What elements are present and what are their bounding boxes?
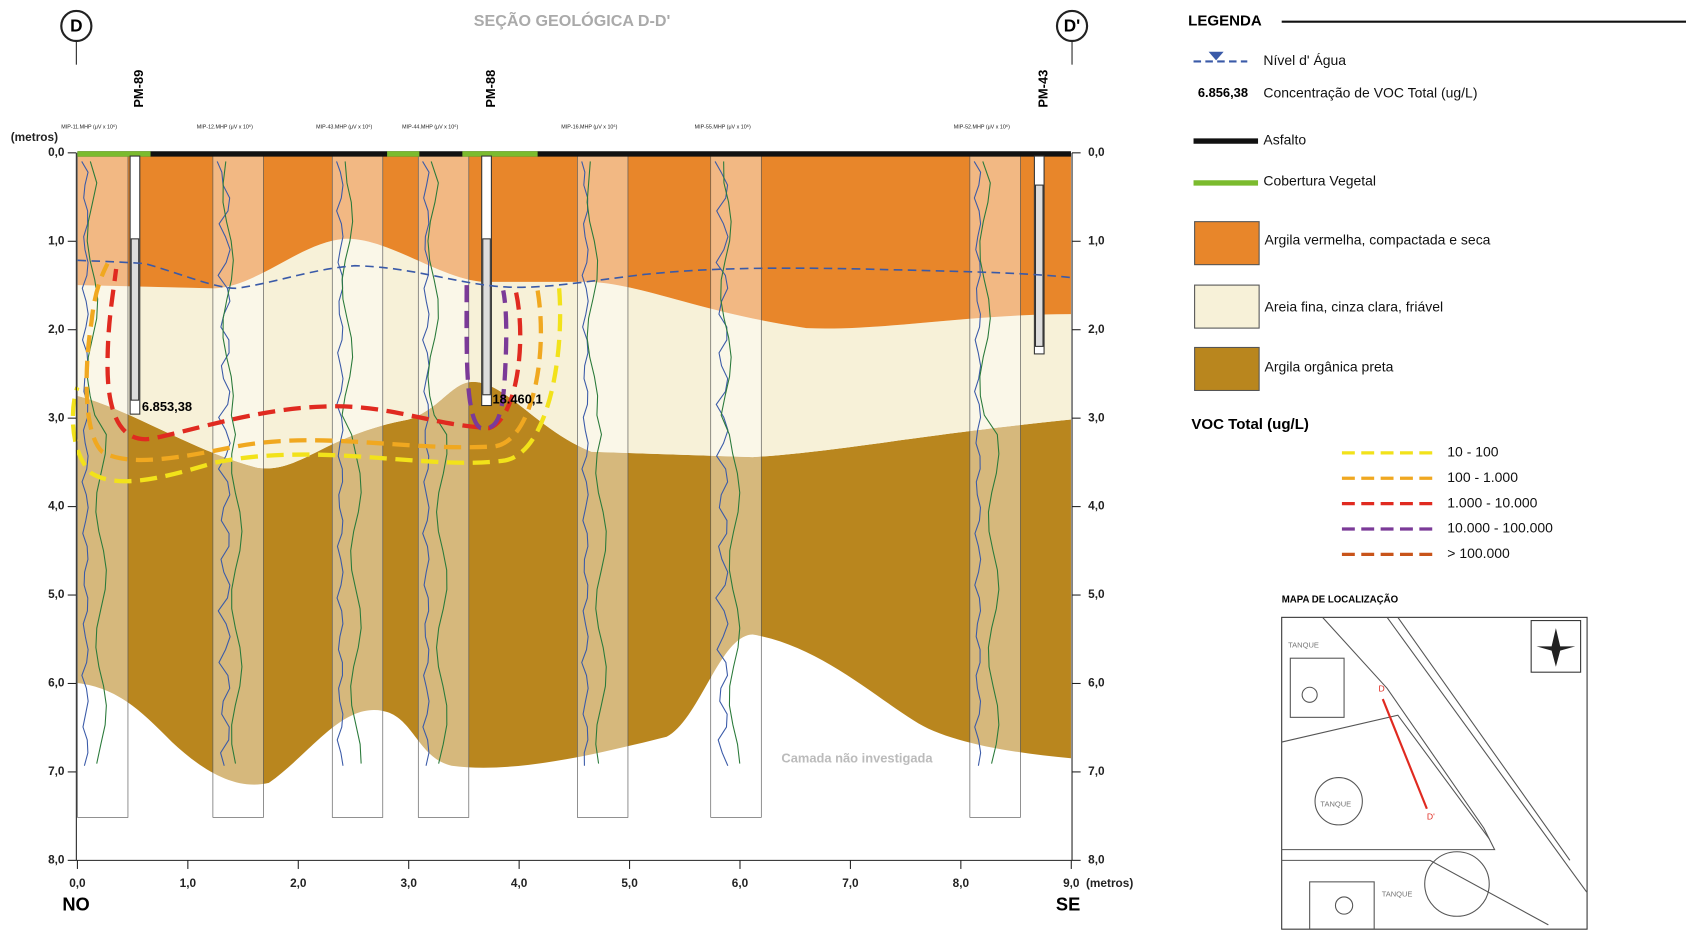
legend-title: LEGENDA [1188, 13, 1262, 30]
depth-tick-label: 0,0 [48, 145, 65, 159]
mip-label: MIP-43.MHP (μV x 10⁶) [316, 124, 372, 130]
distance-tick-label: 3,0 [400, 876, 417, 890]
distance-tick-label: 5,0 [621, 876, 638, 890]
depth-tick-label: 6,0 [1088, 676, 1105, 690]
depth-tick-label: 1,0 [1088, 233, 1105, 247]
mip-label: MIP-44.MHP (μV x 10⁶) [402, 124, 458, 130]
depth-tick-label: 6,0 [48, 676, 65, 690]
mip-label: MIP-11.MHP (μV x 10⁶) [61, 124, 117, 130]
concentration: 18.460,1 [492, 392, 542, 407]
depth-tick-label: 5,0 [1088, 587, 1105, 601]
well-name: PM-89 [131, 70, 146, 108]
depth-tick-label: 2,0 [1088, 322, 1105, 336]
well-name: PM-43 [1035, 70, 1050, 108]
section-marker: D [70, 16, 82, 36]
distance-axis-label: (metros) [1086, 876, 1133, 890]
map-label: D [1378, 684, 1384, 694]
distance-tick-label: 0,0 [69, 876, 86, 890]
distance-tick-label: 2,0 [290, 876, 307, 890]
voc-legend: 10 - 100 100 - 1.000 1.000 - 10.000 10.000 … [1342, 444, 1553, 562]
depth-tick-label: 7,0 [1088, 764, 1105, 778]
section-marker: D' [1064, 16, 1081, 36]
depth-tick-label: 2,0 [48, 322, 65, 336]
voc-legend-title: VOC Total (ug/L) [1191, 416, 1309, 433]
well-screen [1035, 185, 1043, 346]
swatch-water-icon [1209, 52, 1224, 61]
mip-label: MIP-55.MHP (μV x 10⁶) [695, 124, 751, 130]
location-map: MAPA DE LOCALIZAÇÃO TANQUE TANQUE TANQUE… [1282, 595, 1587, 929]
mip-label: MIP-52.MHP (μV x 10⁶) [954, 124, 1010, 130]
mip-column [577, 153, 628, 818]
legend-label: Argila vermelha, compactada e seca [1265, 232, 1491, 248]
legend: LEGENDA Nível d' Água 6.856,38 Concentra… [1188, 13, 1686, 433]
map-label: TANQUE [1320, 799, 1351, 808]
direction-start: NO [62, 893, 89, 914]
legend-label: Nível d' Água [1263, 52, 1346, 68]
legend-label: Areia fina, cinza clara, friável [1265, 298, 1444, 314]
depth-tick-label: 8,0 [1088, 852, 1105, 866]
map-title: MAPA DE LOCALIZAÇÃO [1282, 595, 1399, 606]
direction-end: SE [1056, 893, 1080, 914]
depth-tick-label: 4,0 [1088, 499, 1105, 513]
legend-sample: 6.856,38 [1198, 85, 1248, 100]
depth-tick-label: 1,0 [48, 233, 65, 247]
mip-label: MIP-16.MHP (μV x 10⁶) [561, 124, 617, 130]
legend-label: Asfalto [1263, 132, 1306, 148]
depth-tick-label: 7,0 [48, 764, 65, 778]
well-name: PM-88 [483, 70, 498, 108]
mip-column [970, 153, 1021, 818]
depth-tick-label: 4,0 [48, 499, 65, 513]
distance-tick-label: 6,0 [732, 876, 749, 890]
map-label: D' [1427, 812, 1435, 822]
concentration: 6.853,38 [142, 399, 192, 414]
distance-tick-label: 1,0 [180, 876, 197, 890]
voc-range: 100 - 1.000 [1447, 469, 1518, 485]
mip-column [213, 153, 264, 818]
legend-label: Concentração de VOC Total (ug/L) [1263, 84, 1477, 100]
map-label: TANQUE [1288, 640, 1319, 649]
annotation: Camada não investigada [781, 751, 933, 766]
page: { "title":"SEÇÃO GEOLÓGICA D-D'", "secti… [0, 0, 1686, 939]
voc-range: 1.000 - 10.000 [1447, 494, 1537, 510]
mip-label: MIP-12.MHP (μV x 10⁶) [197, 124, 253, 130]
distance-tick-label: 8,0 [953, 876, 970, 890]
depth-tick-label: 3,0 [48, 410, 65, 424]
title: SEÇÃO GEOLÓGICA D-D' [474, 10, 671, 30]
swatch-red-clay [1195, 222, 1260, 265]
depth-tick-label: 0,0 [1088, 145, 1105, 159]
mip-column [711, 153, 762, 818]
depth-tick-label: 8,0 [48, 852, 65, 866]
section-figure: MIP-11.MHP (μV x 10⁶) MIP-12.MHP (μV x 10… [0, 0, 1686, 939]
depth-tick-label: 3,0 [1088, 410, 1105, 424]
well-screen [483, 239, 491, 395]
map-label: TANQUE [1382, 890, 1413, 899]
depth-tick-label: 5,0 [48, 587, 65, 601]
swatch-sand [1195, 285, 1260, 328]
distance-tick-label: 7,0 [842, 876, 859, 890]
depth-axis-label: (metros) [11, 130, 58, 144]
legend-label: Argila orgânica preta [1265, 359, 1394, 375]
legend-label: Cobertura Vegetal [1263, 173, 1376, 189]
voc-range: 10.000 - 100.000 [1447, 520, 1553, 536]
voc-range: 10 - 100 [1447, 444, 1498, 460]
distance-tick-label: 9,0 [1063, 876, 1080, 890]
swatch-organic-clay [1195, 347, 1260, 390]
voc-range: > 100.000 [1447, 545, 1510, 561]
distance-tick-label: 4,0 [511, 876, 528, 890]
